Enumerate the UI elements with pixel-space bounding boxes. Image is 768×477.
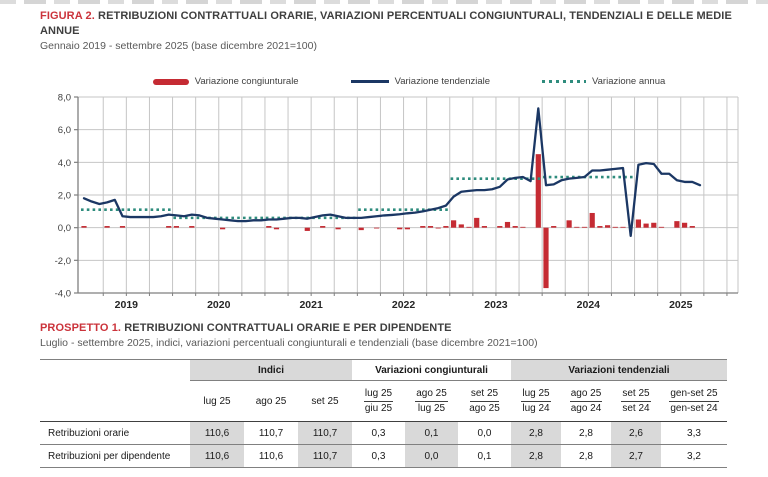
prospetto-header: PROSPETTO 1. RETRIBUZIONI CONTRATTUALI O…: [40, 322, 740, 349]
svg-text:2021: 2021: [299, 299, 323, 311]
col-header-tend-3: set 25 set 24: [611, 380, 661, 422]
legend-label: Variazione annua: [592, 76, 666, 87]
table-row: Retribuzioni per dipendente 110,6 110,6 …: [40, 444, 727, 468]
cell: 110,6: [244, 444, 298, 468]
group-header-congiunturali: Variazioni congiunturali: [352, 359, 511, 381]
figure-subtitle: Gennaio 2019 - settembre 2025 (base dice…: [40, 40, 317, 52]
cell: 110,7: [298, 444, 352, 468]
cell: 0,1: [405, 421, 458, 445]
cell: 2,8: [511, 444, 561, 468]
cell: 0,1: [458, 444, 511, 468]
legend-label: Variazione congiunturale: [194, 76, 299, 87]
cell: 110,7: [244, 421, 298, 445]
prospetto-label: PROSPETTO 1.: [40, 322, 122, 334]
figure-header: FIGURA 2. RETRIBUZIONI CONTRATTUALI ORAR…: [40, 9, 740, 52]
col-header-cong-2: ago 25 lug 25: [405, 380, 458, 422]
col-header-lug25: lug 25: [190, 380, 244, 422]
chart-area: 8,0 6,0 4,0 2,0 0,0 -2,0 -4,0 2019 2020 2021 2022 2…: [40, 90, 742, 317]
svg-text:2,0: 2,0: [58, 191, 71, 202]
legend-item-tendenziale: Variazione tendenziale: [350, 76, 491, 87]
legend-item-annua: Variazione annua: [542, 76, 665, 87]
figure-title-text: RETRIBUZIONI CONTRATTUALI ORARIE, VARIAZ…: [40, 10, 732, 37]
svg-text:2020: 2020: [207, 299, 231, 311]
svg-text:-4,0: -4,0: [55, 289, 71, 300]
top-dashed-rule: [0, 0, 768, 4]
prospetto-table: Indici Variazioni congiunturali Variazio…: [40, 359, 727, 468]
row-label: Retribuzioni per dipendente: [40, 444, 190, 468]
svg-text:8,0: 8,0: [58, 93, 71, 104]
svg-text:6,0: 6,0: [58, 125, 71, 136]
table-group-header-row: Indici Variazioni congiunturali Variazio…: [40, 359, 727, 381]
cell: 3,3: [661, 421, 727, 445]
col-header-cong-1: lug 25 giu 25: [352, 380, 405, 422]
empty-corner-cell: [40, 359, 190, 381]
cell: 2,7: [611, 444, 661, 468]
cell: 2,8: [511, 421, 561, 445]
line-swatch-icon: [350, 80, 389, 83]
empty-label-cell: [40, 380, 190, 422]
col-header-tend-4: gen-set 25 gen-set 24: [661, 380, 727, 422]
group-header-tendenziali: Variazioni tendenziali: [511, 359, 727, 381]
cell: 2,6: [611, 421, 661, 445]
svg-text:2025: 2025: [669, 299, 693, 311]
svg-text:2019: 2019: [115, 299, 139, 311]
cell: 110,6: [190, 421, 244, 445]
cell: 3,2: [661, 444, 727, 468]
table-subheader-row: lug 25 ago 25 set 25 lug 25 giu 25 ago 25…: [40, 380, 727, 422]
cell: 0,3: [352, 421, 405, 445]
svg-text:2022: 2022: [392, 299, 416, 311]
cell: 0,3: [352, 444, 405, 468]
cell: 110,6: [190, 444, 244, 468]
svg-text:2023: 2023: [484, 299, 508, 311]
dotted-swatch-icon: [542, 80, 587, 83]
cell: 0,0: [458, 421, 511, 445]
chart-legend: Variazione congiunturale Variazione tend…: [78, 76, 740, 87]
figure-title: FIGURA 2. RETRIBUZIONI CONTRATTUALI ORAR…: [40, 9, 740, 38]
row-label: Retribuzioni orarie: [40, 421, 190, 445]
col-header-cong-3: set 25 ago 25: [458, 380, 511, 422]
prospetto-title-text: RETRIBUZIONI CONTRATTUALI ORARIE E PER D…: [124, 322, 452, 334]
legend-item-congiunturale: Variazione congiunturale: [152, 76, 299, 87]
col-header-tend-2: ago 25 ago 24: [561, 380, 611, 422]
col-header-tend-1: lug 25 lug 24: [511, 380, 561, 422]
wage-variations-chart: 8,0 6,0 4,0 2,0 0,0 -2,0 -4,0 2019 2020 2021 2022 2…: [55, 93, 739, 311]
svg-text:0,0: 0,0: [58, 223, 71, 234]
svg-text:4,0: 4,0: [58, 158, 71, 169]
legend-label: Variazione tendenziale: [394, 76, 491, 87]
svg-text:2024: 2024: [577, 299, 601, 311]
cell: 110,7: [298, 421, 352, 445]
col-header-set25: set 25: [298, 380, 352, 422]
table-row: Retribuzioni orarie 110,6 110,7 110,7 0,…: [40, 421, 727, 445]
group-header-indici: Indici: [190, 359, 352, 381]
prospetto-title: PROSPETTO 1. RETRIBUZIONI CONTRATTUALI O…: [40, 322, 740, 334]
prospetto-subtitle: Luglio - settembre 2025, indici, variazi…: [40, 337, 538, 349]
col-header-ago25: ago 25: [244, 380, 298, 422]
bar-swatch-icon: [152, 78, 189, 85]
cell: 2,8: [561, 444, 611, 468]
figure-label: FIGURA 2.: [40, 10, 95, 22]
cell: 2,8: [561, 421, 611, 445]
cell: 0,0: [405, 444, 458, 468]
svg-text:-2,0: -2,0: [55, 256, 71, 267]
